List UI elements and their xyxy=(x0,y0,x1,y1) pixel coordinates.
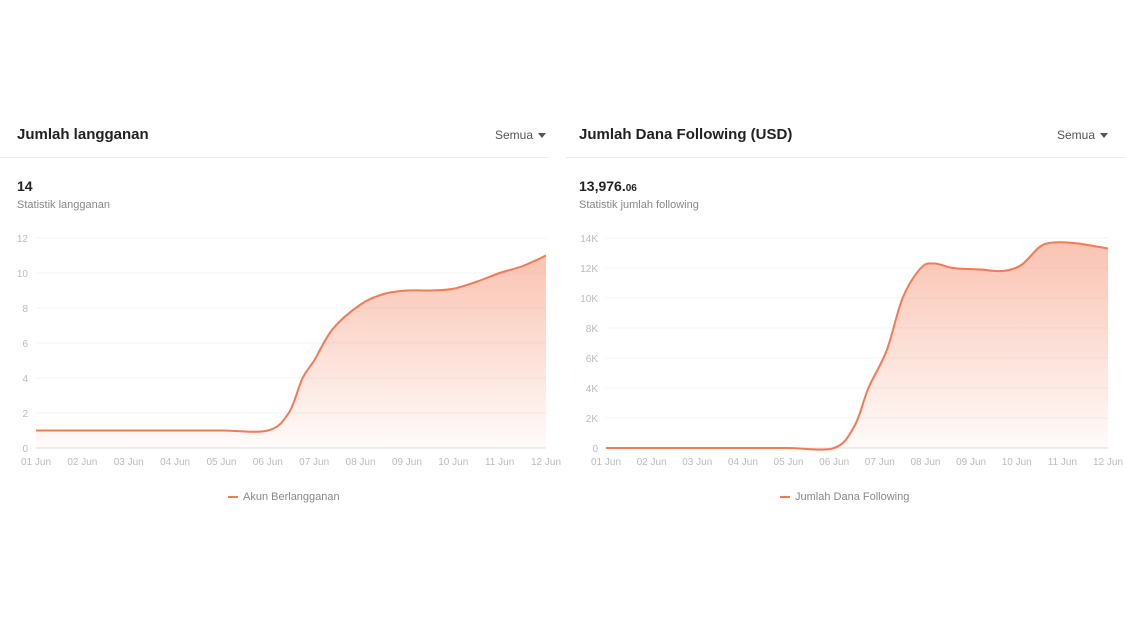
panel-header: Jumlah Dana Following (USD) Semua xyxy=(566,112,1125,158)
stat-value-main: 13,976. xyxy=(579,178,626,194)
legend-label: Jumlah Dana Following xyxy=(795,491,910,503)
period-filter-dropdown[interactable]: Semua xyxy=(1057,128,1108,142)
y-tick-label: 10K xyxy=(580,294,598,305)
x-tick-label: 05 Jun xyxy=(206,457,236,468)
x-tick-label: 11 Jun xyxy=(1048,457,1077,468)
series-line xyxy=(36,254,547,433)
y-tick-label: 8K xyxy=(586,324,599,335)
x-tick-label: 02 Jun xyxy=(67,457,97,468)
filter-label: Semua xyxy=(1056,128,1095,142)
panel-title: Jumlah langganan xyxy=(17,126,149,143)
y-tick-label: 2 xyxy=(22,409,28,420)
x-tick-label: 12 Jun xyxy=(1093,457,1123,468)
x-tick-label: 10 Jun xyxy=(1002,457,1032,468)
subscription-area-chart: 0 2 4 6 8 10 12 01 Jun 02 Jun 03 Jun 04 Jun 05 Jun 0… xyxy=(17,234,561,468)
y-tick-label: 12K xyxy=(580,264,598,275)
x-tick-label: 05 Jun xyxy=(774,457,804,468)
y-tick-label: 0 xyxy=(592,444,598,455)
series-area xyxy=(606,242,1108,450)
y-tick-label: 12 xyxy=(17,234,29,245)
x-tick-label: 03 Jun xyxy=(682,457,712,468)
y-tick-label: 10 xyxy=(17,269,29,280)
caret-down-icon xyxy=(1100,132,1108,138)
panel-header: Jumlah langganan Semua xyxy=(0,112,548,158)
x-tick-label: 10 Jun xyxy=(438,457,468,468)
legend-label: Akun Berlangganan xyxy=(243,491,340,503)
y-tick-label: 0 xyxy=(22,444,28,455)
panel-title: Jumlah Dana Following (USD) xyxy=(579,126,793,143)
period-filter-dropdown[interactable]: Semua xyxy=(495,128,546,142)
stat-label: Statistik langganan xyxy=(17,199,110,211)
x-tick-label: 02 Jun xyxy=(637,457,667,468)
x-tick-label: 04 Jun xyxy=(160,457,190,468)
x-tick-label: 01 Jun xyxy=(591,457,621,468)
x-tick-label: 07 Jun xyxy=(299,457,329,468)
y-tick-label: 2K xyxy=(586,414,599,425)
chart-legend[interactable]: Jumlah Dana Following xyxy=(780,491,909,503)
subscription-count-panel: Jumlah langganan Semua 14 Statistik lang… xyxy=(0,112,561,522)
following-fund-area-chart: 0 2K 4K 6K 8K 10K 12K 14K 01 Jun 02 Jun 03 Jun 04 J… xyxy=(580,234,1123,468)
y-tick-label: 4 xyxy=(22,374,28,385)
stat-label: Statistik jumlah following xyxy=(579,199,699,211)
x-tick-label: 09 Jun xyxy=(956,457,986,468)
series-line xyxy=(606,241,1109,451)
y-tick-label: 6K xyxy=(586,354,599,365)
y-tick-label: 6 xyxy=(22,339,28,350)
y-tick-label: 8 xyxy=(22,304,28,315)
x-tick-label: 09 Jun xyxy=(392,457,422,468)
stat-value: 13,976.06 xyxy=(579,178,637,194)
x-tick-label: 11 Jun xyxy=(485,457,514,468)
filter-label: Semua xyxy=(494,128,533,142)
stat-value: 14 xyxy=(17,178,33,194)
stat-value-decimal: 06 xyxy=(625,183,637,194)
x-tick-label: 04 Jun xyxy=(728,457,758,468)
x-tick-label: 01 Jun xyxy=(21,457,51,468)
x-tick-label: 08 Jun xyxy=(910,457,940,468)
x-tick-label: 06 Jun xyxy=(253,457,283,468)
legend-line-icon xyxy=(780,496,790,498)
x-tick-label: 06 Jun xyxy=(819,457,849,468)
x-tick-label: 03 Jun xyxy=(114,457,144,468)
series-area xyxy=(36,255,546,448)
y-tick-label: 4K xyxy=(586,384,599,395)
x-tick-label: 07 Jun xyxy=(865,457,895,468)
caret-down-icon xyxy=(538,132,546,138)
following-fund-panel: Jumlah Dana Following (USD) Semua 13,976… xyxy=(566,112,1125,522)
chart-legend[interactable]: Akun Berlangganan xyxy=(228,491,340,503)
stat-value-main: 14 xyxy=(17,178,33,194)
x-tick-label: 08 Jun xyxy=(346,457,376,468)
x-tick-label: 12 Jun xyxy=(531,457,561,468)
y-tick-label: 14K xyxy=(580,234,598,245)
legend-line-icon xyxy=(228,496,238,498)
